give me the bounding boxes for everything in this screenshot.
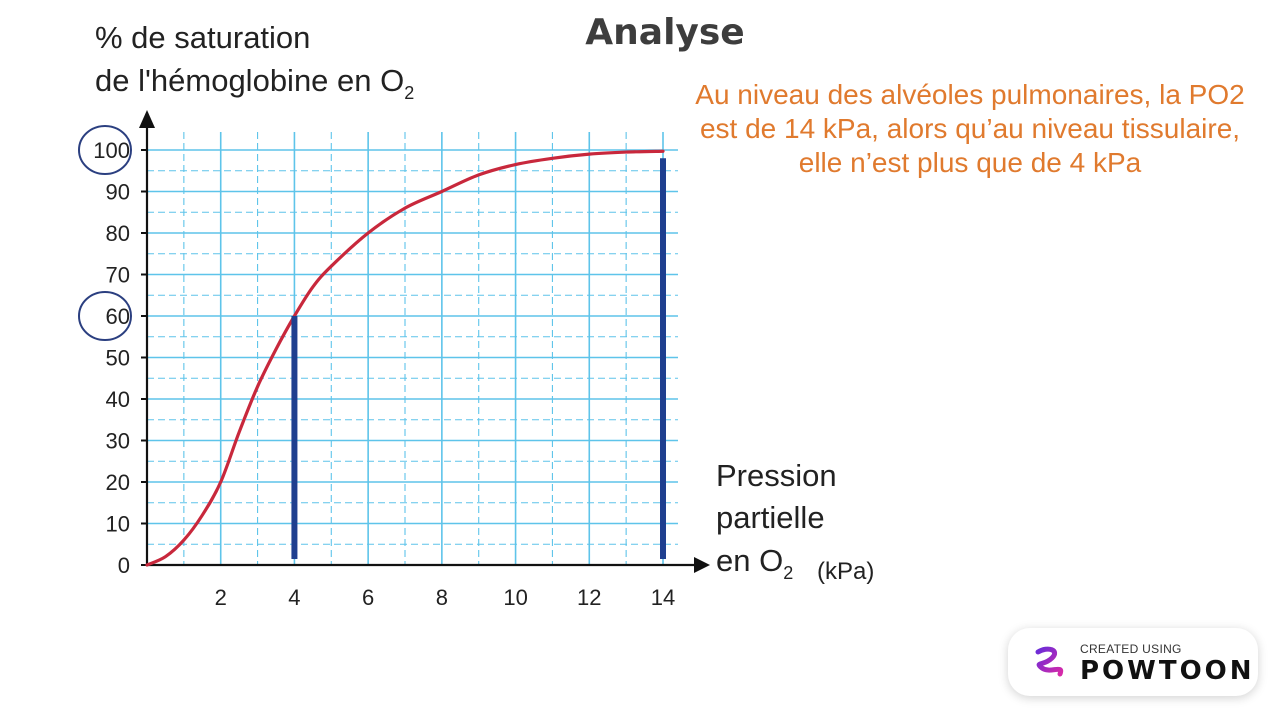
x-axis-unit: (kPa) (817, 558, 874, 585)
x-axis-title-subscript: 2 (783, 563, 793, 583)
x-axis-title-line3: en O2 (716, 543, 793, 583)
x-tick-label: 12 (577, 585, 601, 610)
y-axis-arrow (139, 110, 155, 128)
x-axis-arrow (694, 557, 710, 573)
y-tick-label: 70 (106, 263, 130, 288)
x-tick-label: 8 (436, 585, 448, 610)
page-title: Analyse (585, 12, 745, 53)
y-tick-label: 100 (93, 138, 130, 163)
explanation-note: Au niveau des alvéoles pulmonaires, la P… (695, 79, 1245, 178)
x-tick-label: 2 (215, 585, 227, 610)
x-axis-title-line2: partielle (716, 500, 825, 535)
powtoon-logo-icon (1035, 646, 1064, 677)
y-tick-label: 60 (106, 304, 130, 329)
chart-axes (139, 110, 710, 573)
x-tick-label: 4 (288, 585, 300, 610)
powtoon-badge[interactable]: CREATED USING POWTOON (1008, 628, 1258, 696)
y-axis-title-line2: de l'hémoglobine en O2 (95, 63, 414, 103)
x-tick-label: 14 (651, 585, 675, 610)
x-axis-title-line3-main: en O (716, 543, 783, 578)
highlight-circles (78, 125, 132, 341)
chart-grid (146, 132, 678, 566)
y-tick-label: 30 (106, 429, 130, 454)
y-tick-label: 10 (106, 512, 130, 537)
x-tick-label: 6 (362, 585, 374, 610)
y-axis-title-line2-main: de l'hémoglobine en O (95, 63, 404, 98)
y-tick-label: 40 (106, 387, 130, 412)
x-tick-label: 10 (503, 585, 527, 610)
highlight-circle (78, 291, 132, 341)
y-tick-label: 90 (106, 180, 130, 205)
y-tick-label: 50 (106, 346, 130, 371)
y-axis-title-line1: % de saturation (95, 20, 310, 55)
badge-brand: POWTOON (1080, 656, 1255, 686)
y-tick-label: 80 (106, 221, 130, 246)
y-axis-title-subscript: 2 (404, 83, 414, 103)
badge-caption: CREATED USING (1080, 642, 1182, 656)
saturation-curve (145, 149, 665, 567)
pressure-markers (291, 158, 666, 559)
y-tick-label: 0 (118, 553, 130, 578)
y-tick-label: 20 (106, 470, 130, 495)
highlight-circle (78, 125, 132, 175)
tick-labels: 2 4 6 8 10 12 14 0 10 20 30 40 50 60 70 80 90 100 (93, 138, 675, 610)
x-axis-title-line1: Pression (716, 458, 837, 493)
